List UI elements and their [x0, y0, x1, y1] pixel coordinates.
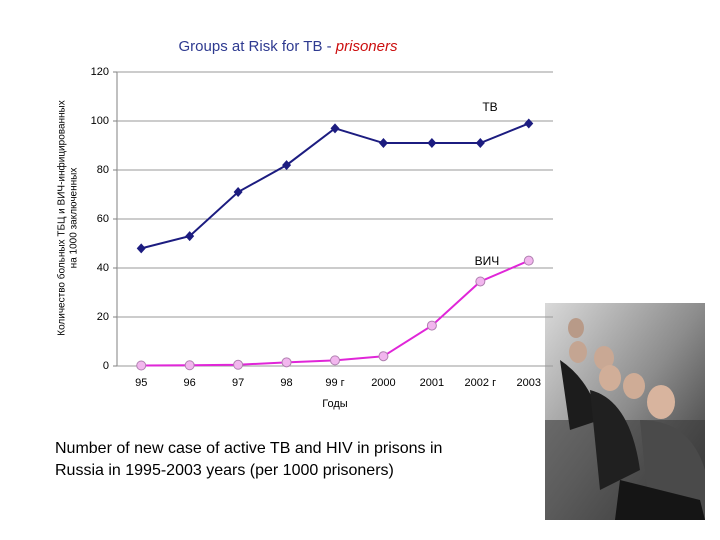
series-label: ТВ [482, 100, 497, 114]
y-tick-label: 60 [97, 213, 109, 225]
y-tick-label: 80 [97, 164, 109, 176]
marker [185, 231, 195, 242]
x-tick-label: 2002 г [465, 377, 497, 389]
x-tick-label: 98 [280, 377, 292, 389]
x-tick-label: 2003 [517, 377, 541, 389]
x-tick-label: 99 г [325, 377, 344, 389]
marker [136, 360, 147, 371]
x-tick-label: 2000 [371, 377, 395, 389]
marker [523, 255, 534, 266]
caption: Number of new case of active TB and HIV … [55, 440, 442, 457]
marker [378, 351, 389, 362]
marker [427, 138, 437, 149]
x-tick-label: 95 [135, 377, 147, 389]
marker [330, 123, 340, 134]
y-axis-label: Количество больных ТБЦ и ВИЧ-инфицирован… [56, 100, 68, 336]
caption: Russia in 1995-2003 years (per 1000 pris… [55, 462, 394, 479]
series-line [140, 122, 530, 250]
marker [330, 355, 340, 366]
y-tick-label: 40 [97, 262, 109, 274]
title-main: Groups at Risk for TB - [179, 38, 336, 55]
y-tick-label: 100 [91, 115, 109, 127]
marker [281, 357, 292, 368]
photo [545, 303, 705, 520]
y-axis-label: на 1000 заключенных [69, 168, 80, 269]
marker [233, 359, 244, 370]
series-label: ВИЧ [475, 254, 500, 268]
marker [233, 187, 243, 198]
title-highlight: prisoners [335, 38, 398, 55]
y-tick-label: 20 [97, 311, 109, 323]
marker [282, 160, 292, 171]
chart-title: Groups at Risk for TB - prisoners [179, 38, 398, 55]
series-line [141, 259, 530, 367]
marker [136, 243, 146, 254]
x-tick-label: 97 [232, 377, 244, 389]
marker [475, 138, 485, 149]
x-tick-label: 2001 [420, 377, 444, 389]
marker [524, 118, 534, 129]
x-axis-label: Годы [322, 398, 348, 410]
y-tick-label: 0 [103, 360, 109, 372]
x-tick-label: 96 [184, 377, 196, 389]
marker [475, 276, 486, 287]
marker [184, 360, 195, 371]
marker [426, 320, 437, 331]
marker [378, 138, 388, 149]
y-tick-label: 120 [91, 66, 109, 78]
